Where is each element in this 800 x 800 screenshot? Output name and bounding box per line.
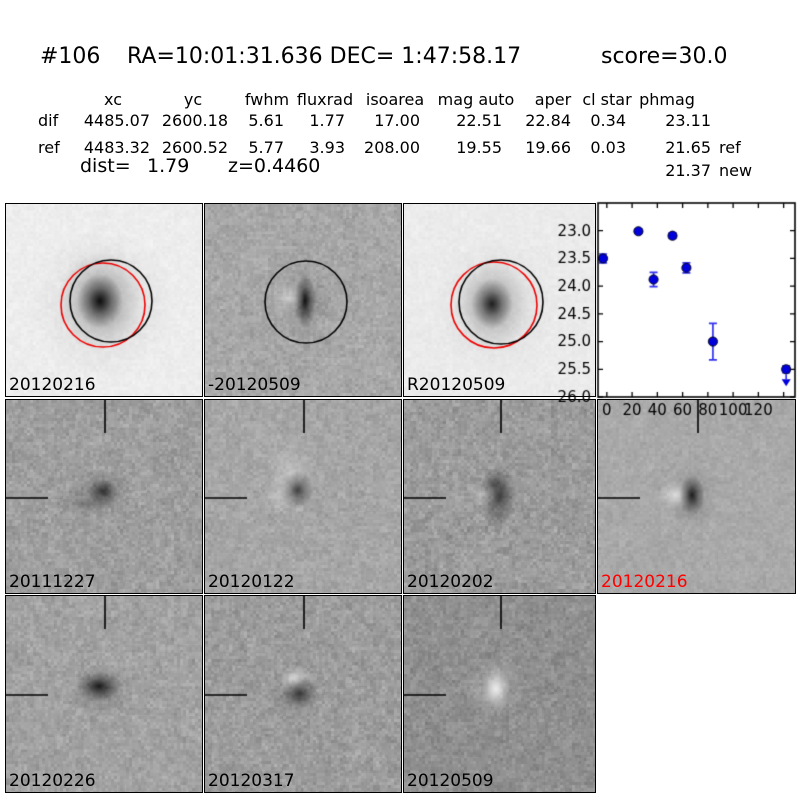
redshift-value: z=0.4460 — [228, 155, 321, 177]
column-header-mag-auto: mag auto — [437, 90, 515, 109]
table-cell: 5.77 — [248, 138, 284, 157]
cutout-image-diff-20120317 — [205, 596, 401, 792]
cutout-image-diff-20120202 — [404, 400, 595, 593]
lightcurve-plot — [536, 188, 800, 432]
table-cell: 0.03 — [590, 138, 626, 157]
cutout-image-diff-20120226 — [6, 596, 202, 792]
cutout-date-label: 20120216 — [601, 572, 688, 593]
row-label-dif: dif — [38, 111, 59, 130]
cutout-panel-diff-20111227: 20111227 — [5, 399, 203, 594]
cutout-panel-diff-20120202: 20120202 — [403, 399, 596, 594]
row-label-ref: ref — [38, 138, 60, 157]
table-cell: 5.61 — [248, 111, 284, 130]
cutout-panel-diff-20120122: 20120122 — [204, 399, 402, 594]
table-cell: 2600.18 — [161, 111, 228, 130]
cutout-image-new-20120216 — [6, 204, 202, 396]
cutout-panel-dif-20120509: -20120509 — [204, 203, 402, 397]
column-header-xc: xc — [104, 90, 122, 109]
column-header-yc: yc — [183, 90, 203, 109]
table-cell: 22.51 — [456, 111, 502, 130]
cutout-date-label: 20120216 — [9, 375, 96, 396]
table-cell: 4485.07 — [83, 111, 150, 130]
cutout-date-label: R20120509 — [407, 375, 506, 396]
table-cell: 23.11 — [665, 111, 711, 130]
cutout-date-label: 20111227 — [9, 572, 96, 593]
cutout-panel-diff-20120226: 20120226 — [5, 595, 203, 793]
dist-label: dist= — [80, 155, 131, 177]
cutout-image-diff-20120216 — [598, 400, 795, 593]
table-cell: 21.65 — [665, 138, 711, 157]
cutout-date-label: 20120317 — [208, 771, 295, 792]
cutout-image-dif-20120509 — [205, 204, 401, 396]
table-cell: 3.93 — [309, 138, 345, 157]
cutout-panel-diff-20120509: 20120509 — [403, 595, 596, 793]
candidate-score: score=30.0 — [601, 44, 728, 69]
column-header-phmag: phmag — [639, 90, 695, 109]
column-header-fluxrad: fluxrad — [296, 90, 354, 109]
table-cell: 0.34 — [590, 111, 626, 130]
table-cell: 19.55 — [456, 138, 502, 157]
cutout-image-diff-20111227 — [6, 400, 202, 593]
table-cell: 2600.52 — [161, 138, 228, 157]
cutout-panel-diff-20120317: 20120317 — [204, 595, 402, 793]
cutout-date-label: -20120509 — [208, 375, 301, 396]
cutout-date-label: 20120226 — [9, 771, 96, 792]
phmag-new-suffix: new — [719, 161, 753, 180]
cutout-panel-new-20120216: 20120216 — [5, 203, 203, 397]
cutout-date-label: 20120122 — [208, 572, 295, 593]
cutout-panel-diff-20120216: 20120216 — [597, 399, 796, 594]
table-cell: 208.00 — [364, 138, 420, 157]
phmag-new-value: 21.37 — [665, 161, 711, 180]
cutout-image-diff-20120122 — [205, 400, 401, 593]
dist-value: 1.79 — [147, 155, 190, 177]
table-cell: 22.84 — [525, 111, 571, 130]
cutout-image-diff-20120509 — [404, 596, 595, 792]
cutout-date-label: 20120202 — [407, 572, 494, 593]
candidate-id: #106 — [40, 44, 101, 69]
column-header-cl-star: cl star — [582, 90, 632, 109]
table-cell: 19.66 — [525, 138, 571, 157]
table-cell: 4483.32 — [83, 138, 150, 157]
phmag-suffix: ref — [719, 138, 741, 157]
candidate-coordinates: RA=10:01:31.636 DEC= 1:47:58.17 — [127, 44, 522, 69]
table-cell: 17.00 — [374, 111, 420, 130]
table-cell: 1.77 — [309, 111, 345, 130]
column-header-fwhm: fwhm — [244, 90, 290, 109]
column-header-aper: aper — [534, 90, 572, 109]
cutout-date-label: 20120509 — [407, 771, 494, 792]
column-header-isoarea: isoarea — [365, 90, 425, 109]
